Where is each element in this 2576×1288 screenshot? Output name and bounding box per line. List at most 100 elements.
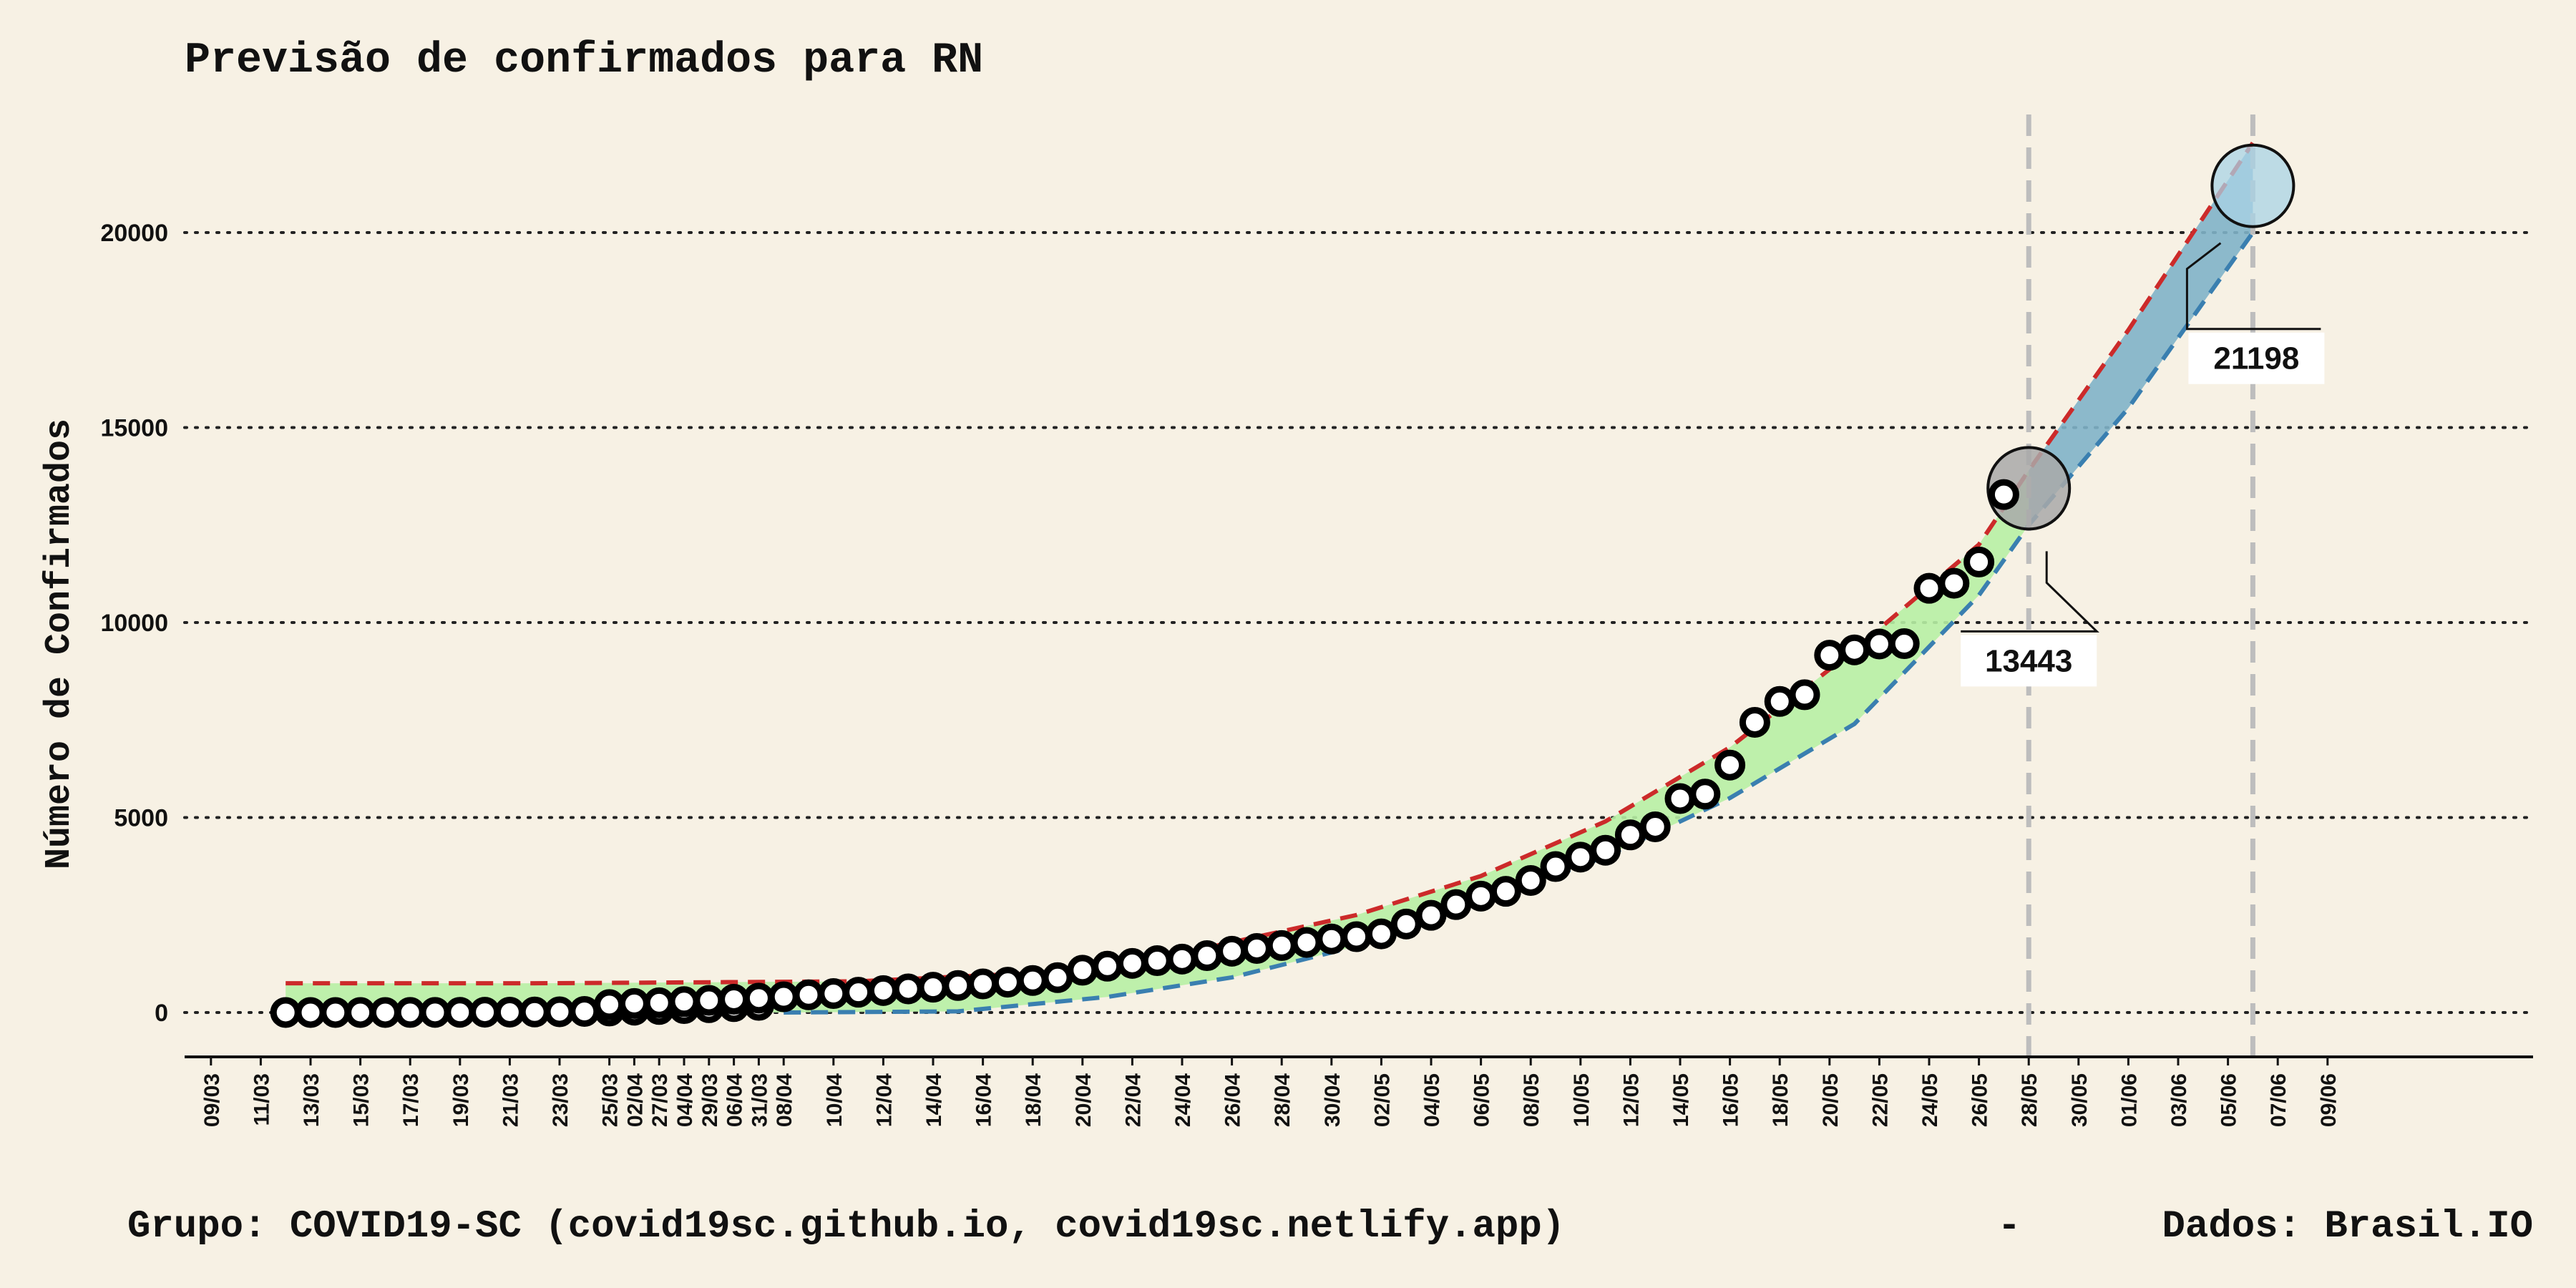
data-point bbox=[369, 997, 401, 1028]
data-point bbox=[1291, 927, 1322, 958]
x-tick-label: 30/04 bbox=[1321, 1073, 1345, 1127]
x-tick-label: 22/04 bbox=[1121, 1073, 1145, 1127]
data-point bbox=[1341, 921, 1372, 952]
y-tick-label: 0 bbox=[155, 1000, 168, 1027]
footer-group: Grupo: COVID19-SC (covid19sc.github.io, … bbox=[127, 1205, 1565, 1249]
y-tick-labels: 0 5000 10000 15000 20000 bbox=[100, 220, 168, 1027]
data-point bbox=[494, 996, 525, 1028]
x-tick-label: 04/04 bbox=[673, 1073, 697, 1127]
data-point bbox=[892, 973, 924, 1005]
data-point bbox=[1714, 749, 1746, 781]
forecast-band bbox=[2029, 142, 2253, 525]
x-tick-label: 22/05 bbox=[1868, 1073, 1892, 1127]
data-point bbox=[818, 978, 849, 1010]
forecast-marker bbox=[2210, 143, 2296, 228]
x-tick-label: 07/06 bbox=[2267, 1073, 2290, 1127]
x-tick-label: 17/03 bbox=[399, 1073, 423, 1127]
data-point bbox=[469, 997, 501, 1028]
callout-line bbox=[2185, 242, 2321, 331]
x-tick-label: 24/05 bbox=[1918, 1073, 1942, 1127]
data-point bbox=[1067, 955, 1098, 986]
x-tick-label: 26/04 bbox=[1221, 1073, 1245, 1127]
data-point bbox=[320, 997, 351, 1028]
x-tick-labels: 09/03 11/03 13/03 15/03 17/03 19/03 21/03 23/03… bbox=[200, 1057, 2341, 1127]
callout-box bbox=[1961, 635, 2097, 687]
x-tick-label: 13/03 bbox=[300, 1073, 323, 1127]
footer-separator: - bbox=[1998, 1205, 2021, 1249]
data-point bbox=[1316, 923, 1347, 955]
data-point bbox=[1664, 783, 1696, 814]
x-tick-label: 15/03 bbox=[350, 1073, 374, 1127]
data-point bbox=[992, 967, 1023, 998]
data-point bbox=[519, 996, 550, 1028]
data-point bbox=[843, 977, 874, 1008]
data-point bbox=[1963, 546, 1995, 577]
annotation-forecast: 21198 bbox=[2213, 341, 2299, 376]
annotations: 13443 21198 bbox=[1961, 242, 2325, 687]
data-point bbox=[1017, 965, 1048, 996]
footer-source: Dados: Brasil.IO bbox=[2162, 1205, 2533, 1249]
data-point bbox=[743, 982, 774, 1014]
data-point bbox=[1092, 950, 1123, 982]
x-tick-label: 10/05 bbox=[1570, 1073, 1594, 1127]
annotation-today: 13443 bbox=[1985, 643, 2072, 678]
x-tick-label: 20/05 bbox=[1819, 1073, 1843, 1127]
data-point bbox=[1689, 779, 1721, 810]
data-point bbox=[643, 987, 675, 1018]
data-point bbox=[1540, 851, 1571, 882]
x-tick-label: 19/03 bbox=[449, 1073, 473, 1127]
x-tick-label: 01/06 bbox=[2117, 1073, 2141, 1127]
data-point bbox=[1191, 940, 1223, 972]
data-point bbox=[668, 986, 700, 1018]
data-point bbox=[1639, 811, 1671, 842]
data-point bbox=[967, 968, 999, 1000]
callout-box bbox=[2188, 332, 2325, 384]
data-point bbox=[1166, 943, 1198, 975]
x-tick-label: 18/05 bbox=[1769, 1073, 1792, 1127]
data-point bbox=[594, 989, 625, 1020]
data-point bbox=[1490, 876, 1521, 907]
x-tick-label: 12/04 bbox=[872, 1073, 896, 1127]
data-point bbox=[1390, 908, 1422, 940]
data-point bbox=[618, 987, 650, 1019]
y-tick-label: 10000 bbox=[100, 610, 168, 637]
data-point bbox=[1266, 930, 1297, 961]
y-tick-label: 20000 bbox=[100, 220, 168, 247]
x-tick-label: 12/05 bbox=[1619, 1073, 1643, 1127]
x-tick-label: 09/03 bbox=[200, 1073, 224, 1127]
data-point bbox=[1465, 880, 1497, 912]
data-point bbox=[345, 997, 376, 1028]
data-point bbox=[768, 981, 799, 1013]
x-tick-label: 14/05 bbox=[1669, 1073, 1693, 1127]
x-tick-label: 29/03 bbox=[698, 1073, 722, 1127]
data-point bbox=[1565, 841, 1596, 873]
x-tick-label: 14/04 bbox=[922, 1073, 946, 1127]
data-point bbox=[419, 997, 451, 1028]
data-point bbox=[1590, 834, 1621, 866]
data-point bbox=[1614, 819, 1646, 851]
data-point bbox=[1863, 628, 1895, 660]
x-tick-label: 09/06 bbox=[2317, 1073, 2341, 1127]
observed-points bbox=[270, 479, 2019, 1028]
x-tick-label: 31/03 bbox=[748, 1073, 771, 1127]
x-tick-label: 24/04 bbox=[1171, 1073, 1195, 1127]
y-tick-label: 15000 bbox=[100, 415, 168, 442]
data-point bbox=[544, 996, 575, 1028]
data-point bbox=[1415, 899, 1447, 931]
x-tick-label: 08/04 bbox=[773, 1073, 796, 1127]
data-point bbox=[1440, 889, 1472, 920]
data-point bbox=[1515, 864, 1546, 896]
data-point bbox=[1839, 634, 1870, 665]
y-tick-label: 5000 bbox=[114, 805, 168, 832]
x-tick-label: 20/04 bbox=[1072, 1073, 1096, 1127]
data-point bbox=[1913, 572, 1945, 604]
data-point bbox=[444, 997, 476, 1028]
x-tick-label: 28/04 bbox=[1271, 1073, 1294, 1127]
confidence-bands bbox=[286, 142, 2253, 1013]
x-tick-label: 03/06 bbox=[2167, 1073, 2191, 1127]
data-point bbox=[270, 997, 301, 1028]
x-tick-label: 02/04 bbox=[623, 1073, 647, 1127]
x-tick-label: 06/05 bbox=[1470, 1073, 1494, 1127]
